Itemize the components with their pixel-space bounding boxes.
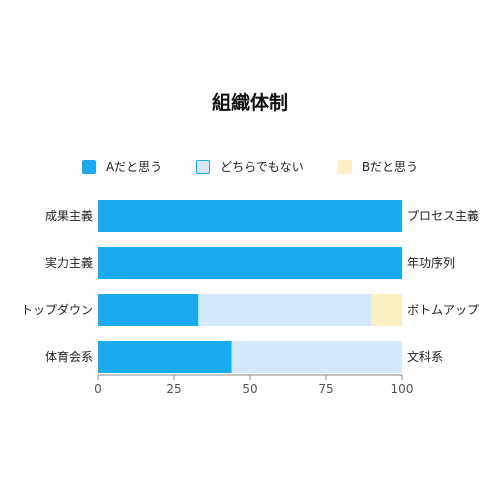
bar-2-series-1 <box>98 247 402 279</box>
legend-label-a: Aだと思う <box>105 160 163 174</box>
x-tick-label: 0 <box>94 382 102 396</box>
bar-3-series-1 <box>98 294 199 326</box>
bar-1-series-1 <box>98 200 402 232</box>
legend-swatch-b <box>337 159 352 174</box>
category-label-left: トップダウン <box>21 302 93 317</box>
category-label-right: 文科系 <box>407 349 443 364</box>
category-label-left: 実力主義 <box>45 255 93 270</box>
bar-4-series-1 <box>98 341 232 373</box>
x-tick-label: 100 <box>391 382 414 396</box>
bar-3-series-2 <box>198 294 372 326</box>
category-label-right: ボトムアップ <box>407 303 479 317</box>
legend-item-a: Aだと思う <box>81 158 163 175</box>
category-label-left: 成果主義 <box>45 208 93 223</box>
legend-item-b: Bだと思う <box>337 158 419 175</box>
x-tick-label: 50 <box>242 382 257 396</box>
legend-swatch-neutral <box>196 159 211 174</box>
x-tick-label: 75 <box>318 382 333 396</box>
bar-3-series-3 <box>371 294 402 326</box>
chart-legend: Aだと思う どちらでもない Bだと思う <box>0 158 500 175</box>
category-label-right: プロセス主義 <box>407 208 479 223</box>
chart-title: 組織体制 <box>211 92 288 114</box>
bar-4-series-2 <box>231 341 402 373</box>
legend-item-neutral: どちらでもない <box>196 158 304 175</box>
category-label-left: 体育会系 <box>45 349 93 364</box>
legend-label-b: Bだと思う <box>361 160 419 174</box>
x-tick-label: 25 <box>166 382 181 396</box>
category-label-right: 年功序列 <box>407 255 455 270</box>
legend-label-neutral: どちらでもない <box>220 160 304 174</box>
legend-swatch-a <box>81 159 96 174</box>
